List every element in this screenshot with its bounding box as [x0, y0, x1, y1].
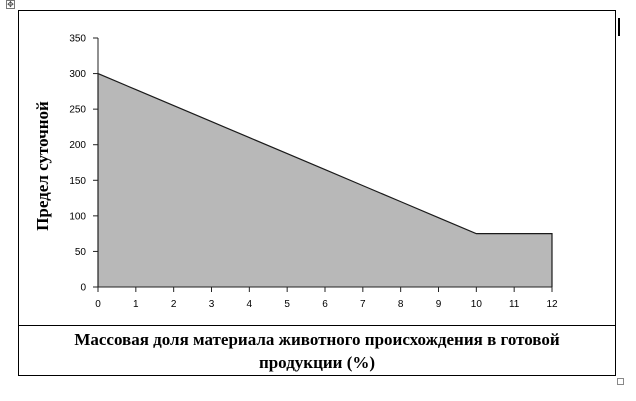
x-tick-label: 9	[436, 299, 442, 310]
area-outline	[97, 72, 553, 287]
table-resize-icon[interactable]	[617, 378, 624, 385]
x-tick-label: 1	[133, 299, 139, 310]
y-tick-label: 350	[69, 34, 86, 45]
y-tick-label: 0	[80, 283, 86, 294]
caption-cell[interactable]: Массовая доля материала животного происх…	[19, 325, 615, 375]
x-tick-label: 3	[209, 299, 215, 310]
y-axis-label: Предел суточной	[33, 101, 52, 231]
y-tick-label: 300	[69, 69, 86, 80]
x-tick-label: 12	[546, 299, 558, 310]
x-tick-label: 7	[360, 299, 366, 310]
y-tick-label: 50	[75, 247, 87, 258]
x-tick-label: 4	[247, 299, 253, 310]
y-tick-label: 150	[69, 176, 86, 187]
x-tick-label: 5	[284, 299, 290, 310]
text-cursor	[618, 18, 620, 36]
x-axis-caption: Массовая доля материала животного происх…	[74, 329, 560, 372]
x-tick-label: 0	[95, 299, 101, 310]
y-tick-label: 200	[69, 140, 86, 151]
x-tick-label: 2	[171, 299, 177, 310]
x-tick-label: 11	[509, 299, 520, 310]
x-tick-label: 6	[322, 299, 328, 310]
x-tick-label: 10	[471, 299, 483, 310]
x-tick-label: 8	[398, 299, 404, 310]
area-fill	[98, 73, 552, 287]
y-tick-label: 100	[69, 211, 86, 222]
y-tick-label: 250	[69, 105, 86, 116]
table-move-icon[interactable]: ✥	[6, 0, 15, 9]
